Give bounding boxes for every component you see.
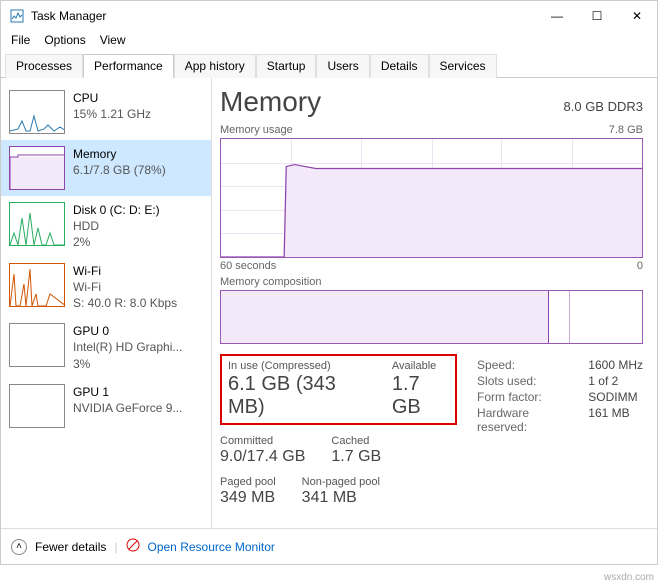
sidebar-item-label: Memory [73, 146, 166, 162]
wifi-thumb [9, 263, 65, 307]
disk-thumb [9, 202, 65, 246]
highlight-box: In use (Compressed) 6.1 GB (343 MB) Avai… [220, 354, 457, 425]
app-icon [9, 8, 25, 24]
tab-app-history[interactable]: App history [174, 54, 256, 78]
memory-composition-chart [220, 290, 643, 344]
tab-details[interactable]: Details [370, 54, 429, 78]
minimize-button[interactable]: — [537, 1, 577, 31]
page-title: Memory [220, 86, 321, 118]
sidebar-item-label: CPU [73, 90, 151, 106]
task-manager-window: Task Manager — ☐ ✕ File Options View Pro… [0, 0, 658, 565]
gpu1-thumb [9, 384, 65, 428]
paged-label: Paged pool [220, 476, 276, 488]
fewer-details-button[interactable]: Fewer details [35, 540, 106, 554]
sidebar-item-memory[interactable]: Memory6.1/7.8 GB (78%) [1, 140, 211, 196]
memory-usage-chart [220, 138, 643, 258]
available-value: 1.7 GB [392, 373, 449, 419]
sidebar-item-label: GPU 0 [73, 323, 182, 339]
nonpaged-label: Non-paged pool [302, 476, 380, 488]
tab-performance[interactable]: Performance [83, 54, 174, 78]
chevron-up-icon: ˄ [11, 539, 27, 555]
open-resource-monitor-link[interactable]: Open Resource Monitor [148, 540, 275, 554]
footer: ˄ Fewer details | Open Resource Monitor [1, 528, 657, 564]
close-button[interactable]: ✕ [617, 1, 657, 31]
sidebar-item-wifi[interactable]: Wi-FiWi-FiS: 40.0 R: 8.0 Kbps [1, 257, 211, 318]
main-panel: Memory 8.0 GB DDR3 Memory usage 7.8 GB 6… [211, 78, 657, 543]
in-use-value: 6.1 GB (343 MB) [228, 373, 366, 419]
menu-options[interactable]: Options [44, 33, 85, 47]
window-title: Task Manager [31, 9, 537, 23]
chart2-label: Memory composition [220, 276, 321, 288]
cached-label: Cached [331, 435, 381, 447]
sidebar-item-gpu0[interactable]: GPU 0Intel(R) HD Graphi...3% [1, 317, 211, 378]
tab-startup[interactable]: Startup [256, 54, 317, 78]
menu-view[interactable]: View [100, 33, 126, 47]
titlebar: Task Manager — ☐ ✕ [1, 1, 657, 31]
sidebar: CPU15% 1.21 GHz Memory6.1/7.8 GB (78%) D… [1, 78, 211, 543]
tab-users[interactable]: Users [316, 54, 369, 78]
committed-value: 9.0/17.4 GB [220, 448, 305, 466]
menu-file[interactable]: File [11, 33, 30, 47]
chart1-label: Memory usage [220, 124, 293, 136]
sidebar-item-cpu[interactable]: CPU15% 1.21 GHz [1, 84, 211, 140]
gpu0-thumb [9, 323, 65, 367]
memory-thumb [9, 146, 65, 190]
tabs: Processes Performance App history Startu… [1, 53, 657, 78]
cached-value: 1.7 GB [331, 448, 381, 466]
maximize-button[interactable]: ☐ [577, 1, 617, 31]
tab-processes[interactable]: Processes [5, 54, 83, 78]
chart1-max: 7.8 GB [609, 124, 643, 136]
axis-left: 60 seconds [220, 260, 276, 272]
tab-services[interactable]: Services [429, 54, 497, 78]
available-label: Available [392, 360, 449, 372]
menubar: File Options View [1, 31, 657, 53]
watermark: wsxdn.com [604, 572, 654, 583]
committed-label: Committed [220, 435, 305, 447]
resource-monitor-icon [126, 538, 140, 555]
sidebar-item-label: GPU 1 [73, 384, 182, 400]
memory-details: Speed:1600 MHz Slots used:1 of 2 Form fa… [477, 358, 643, 434]
memory-spec: 8.0 GB DDR3 [564, 99, 643, 114]
sidebar-item-disk[interactable]: Disk 0 (C: D: E:)HDD2% [1, 196, 211, 257]
cpu-thumb [9, 90, 65, 134]
window-controls: — ☐ ✕ [537, 1, 657, 31]
axis-right: 0 [637, 260, 643, 272]
nonpaged-value: 341 MB [302, 489, 380, 507]
paged-value: 349 MB [220, 489, 276, 507]
sidebar-item-label: Wi-Fi [73, 263, 177, 279]
in-use-label: In use (Compressed) [228, 360, 366, 372]
sidebar-item-label: Disk 0 (C: D: E:) [73, 202, 160, 218]
sidebar-item-gpu1[interactable]: GPU 1NVIDIA GeForce 9... [1, 378, 211, 434]
body: CPU15% 1.21 GHz Memory6.1/7.8 GB (78%) D… [1, 78, 657, 543]
